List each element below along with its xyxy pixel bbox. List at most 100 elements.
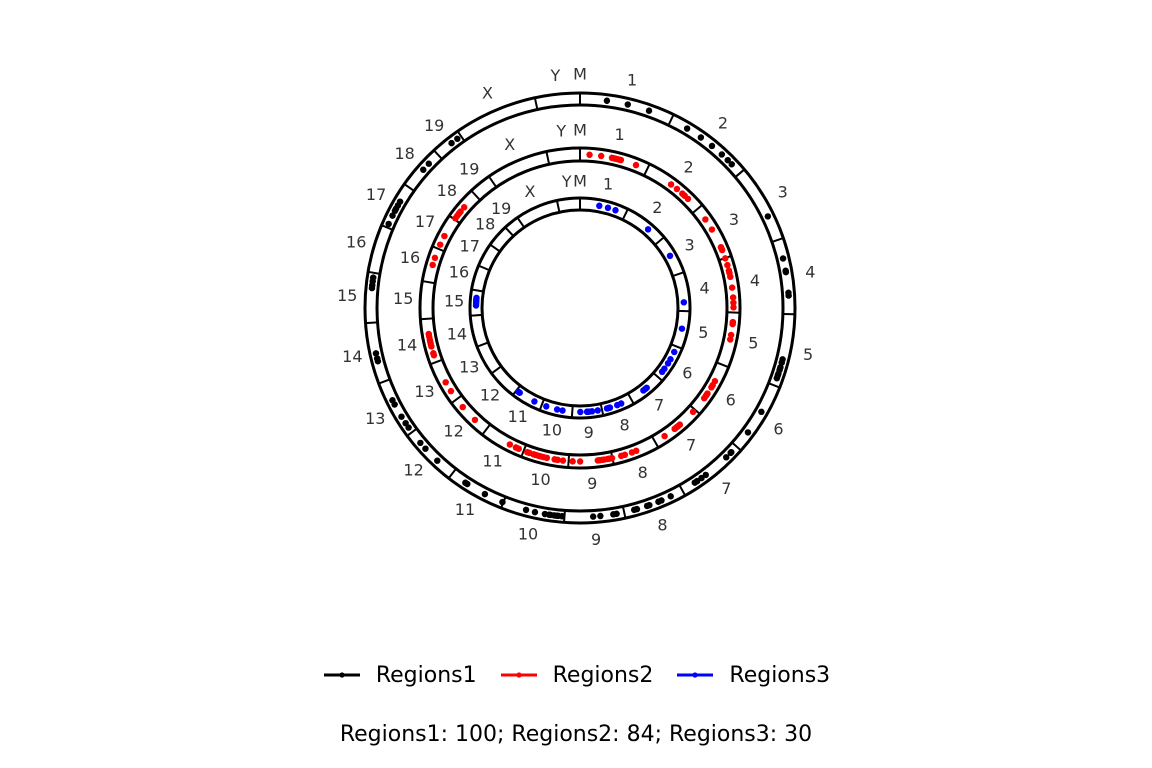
chromosome-label: 2 <box>718 114 728 133</box>
data-point <box>429 261 436 269</box>
chromosome-boundary-tick <box>652 372 664 382</box>
data-point <box>744 429 752 436</box>
chromosome-boundary-tick <box>545 151 551 165</box>
track-outer-circle <box>468 196 692 420</box>
chromosome-label: 15 <box>393 289 413 308</box>
data-point <box>779 255 787 262</box>
chromosome-label: X <box>482 84 493 103</box>
data-point <box>730 304 737 311</box>
chromosome-label: 1 <box>627 70 637 89</box>
chromosome-label: 1 <box>603 175 613 194</box>
chromosome-boundary-tick <box>768 382 781 389</box>
chromosome-label: M <box>573 65 587 84</box>
data-point <box>577 408 584 416</box>
data-point <box>597 512 604 520</box>
chromosome-label: 19 <box>491 199 511 218</box>
chromosome-label: 12 <box>443 421 463 440</box>
data-point <box>447 387 455 395</box>
chromosome-label: 13 <box>414 382 434 401</box>
track-outer-circle <box>418 146 742 470</box>
data-point <box>729 294 737 301</box>
chromosome-boundary-tick <box>420 317 434 321</box>
chromosome-label: X <box>524 182 535 201</box>
chromosome-boundary-tick <box>651 435 660 449</box>
data-point <box>448 139 455 147</box>
data-point <box>632 161 640 169</box>
data-point <box>630 506 638 514</box>
track-inner-circle <box>480 208 680 408</box>
data-point <box>697 134 705 141</box>
chromosome-label: 6 <box>682 364 692 383</box>
data-point <box>425 160 433 167</box>
legend-label: Regions3 <box>729 662 831 688</box>
data-point <box>559 457 567 464</box>
chromosome-boundary-tick <box>533 97 539 110</box>
chromosome-label: X <box>504 135 515 154</box>
chromosome-boundary-tick <box>490 365 502 375</box>
data-point <box>389 397 396 404</box>
data-point <box>617 452 625 460</box>
data-point <box>551 456 558 463</box>
chromosome-boundary-tick <box>621 506 627 519</box>
chromosome-label: 14 <box>397 335 417 354</box>
chromosome-label: Y <box>550 66 561 85</box>
chromosome-label: 3 <box>778 183 788 202</box>
data-point <box>372 350 380 357</box>
data-point <box>708 384 715 391</box>
data-point <box>434 457 441 464</box>
chromosome-label: 6 <box>773 420 783 439</box>
chromosome-label: 12 <box>403 461 423 480</box>
chromosome-boundary-tick <box>555 200 561 213</box>
data-point <box>764 213 772 220</box>
chromosome-boundary-tick <box>771 237 784 243</box>
data-point <box>459 403 466 411</box>
chromosome-label: 7 <box>654 396 664 415</box>
chromosome-boundary-tick <box>470 189 481 201</box>
data-point <box>603 97 611 104</box>
chromosome-label: 8 <box>620 415 630 434</box>
legend: Regions1 Regions2 Regions3 <box>0 655 1152 695</box>
data-point <box>667 181 675 188</box>
chromosome-label: 8 <box>638 463 648 482</box>
chromosome-label: 4 <box>699 279 709 298</box>
chromosome-label: 10 <box>518 525 538 544</box>
chromosome-label: M <box>573 172 587 191</box>
chromosome-boundary-tick <box>422 280 436 285</box>
data-point <box>522 506 530 514</box>
data-point <box>454 135 461 142</box>
chromosome-label: 16 <box>449 262 469 281</box>
data-point <box>396 198 404 205</box>
chromosome-boundary-tick <box>731 441 742 452</box>
chromosome-label: 19 <box>424 116 444 135</box>
chromosome-label: 10 <box>542 420 562 439</box>
data-point <box>684 195 692 203</box>
chromosome-boundary-tick <box>504 226 515 237</box>
series-regions1 <box>368 97 792 520</box>
data-point <box>773 375 781 382</box>
data-point <box>460 204 468 211</box>
legend-item-regions2[interactable]: Regions2 <box>499 655 653 695</box>
data-point <box>473 294 480 302</box>
chromosome-label: 15 <box>337 286 357 305</box>
chromosome-boundary-tick <box>489 243 501 253</box>
legend-item-regions1[interactable]: Regions1 <box>322 655 477 695</box>
chromosome-boundary-tick <box>734 168 746 178</box>
legend-item-regions3[interactable]: Regions3 <box>675 655 830 695</box>
data-point <box>724 156 731 164</box>
chromosome-label: 17 <box>460 237 480 256</box>
chromosome-label: 14 <box>342 347 362 366</box>
legend-key-regions2 <box>500 672 537 678</box>
data-point <box>430 350 437 357</box>
chromosome-label: 3 <box>729 210 739 229</box>
chromosome-boundary-tick <box>691 204 703 215</box>
data-point <box>441 232 448 240</box>
chromosome-label: Y <box>561 172 572 191</box>
chromosome-boundary-tick <box>381 224 394 231</box>
chromosome-boundary-tick <box>367 270 381 275</box>
chromosome-boundary-tick <box>643 163 651 177</box>
data-point <box>671 348 678 356</box>
data-point <box>617 156 625 164</box>
chromosome-label: 2 <box>684 158 694 177</box>
chromosome-label: Y <box>555 121 566 140</box>
